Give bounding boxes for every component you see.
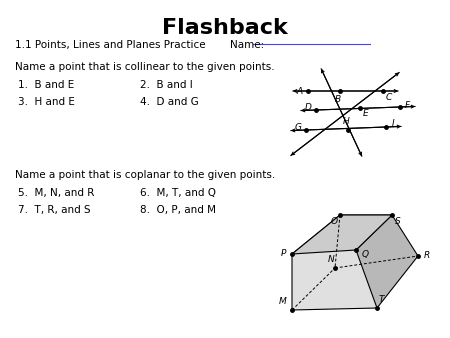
Text: M: M: [279, 297, 287, 307]
Text: 6.  M, T, and Q: 6. M, T, and Q: [140, 188, 216, 198]
Text: 1.1 Points, Lines and Planes Practice: 1.1 Points, Lines and Planes Practice: [15, 40, 206, 50]
Text: 8.  O, P, and M: 8. O, P, and M: [140, 205, 216, 215]
Text: A: A: [297, 88, 303, 97]
Text: B: B: [335, 95, 341, 103]
Text: T: T: [378, 294, 384, 304]
Text: R: R: [424, 251, 430, 261]
Text: F: F: [405, 100, 410, 110]
Text: 3.  H and E: 3. H and E: [18, 97, 75, 107]
Text: 5.  M, N, and R: 5. M, N, and R: [18, 188, 94, 198]
Text: 4.  D and G: 4. D and G: [140, 97, 199, 107]
Text: I: I: [392, 119, 394, 127]
Text: Flashback: Flashback: [162, 18, 288, 38]
Text: Name:: Name:: [230, 40, 264, 50]
Polygon shape: [292, 215, 392, 310]
Text: 1.  B and E: 1. B and E: [18, 80, 74, 90]
Text: E: E: [363, 110, 369, 119]
Polygon shape: [356, 215, 418, 308]
Text: H: H: [342, 118, 349, 126]
Text: 2.  B and I: 2. B and I: [140, 80, 193, 90]
Text: 7.  T, R, and S: 7. T, R, and S: [18, 205, 90, 215]
Text: Q: Q: [361, 250, 369, 260]
Text: S: S: [395, 217, 401, 226]
Text: N: N: [328, 255, 334, 264]
Text: O: O: [330, 217, 338, 226]
Text: D: D: [305, 103, 311, 113]
Text: Name a point that is coplanar to the given points.: Name a point that is coplanar to the giv…: [15, 170, 275, 180]
Text: P: P: [280, 249, 286, 259]
Polygon shape: [292, 215, 392, 254]
Text: Name a point that is collinear to the given points.: Name a point that is collinear to the gi…: [15, 62, 274, 72]
Text: C: C: [386, 93, 392, 101]
Text: G: G: [294, 123, 302, 132]
